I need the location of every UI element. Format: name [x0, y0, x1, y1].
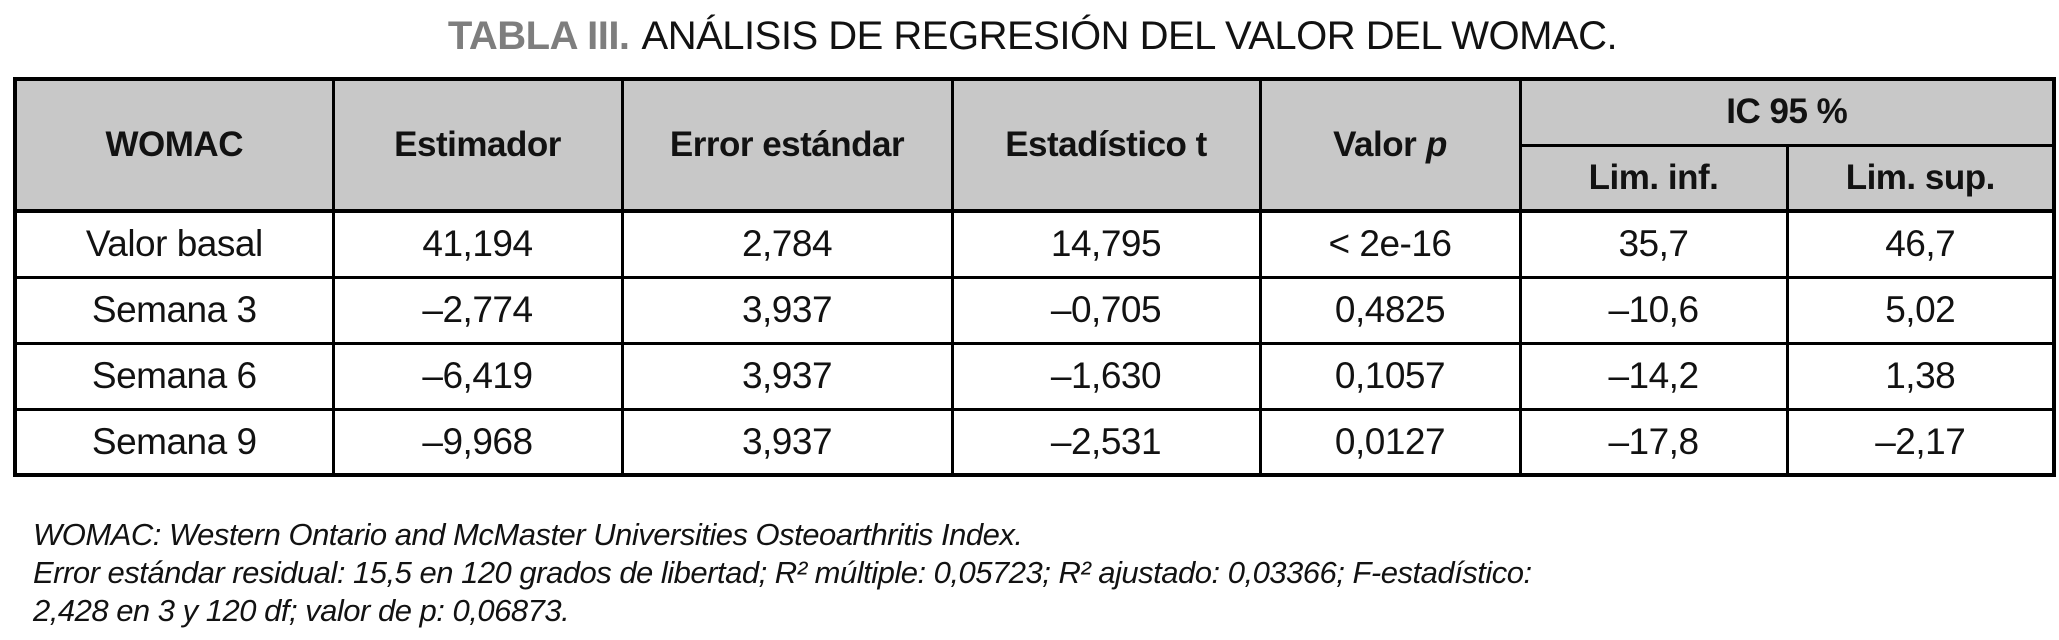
cell-error-estandar: 3,937 — [620, 341, 954, 411]
table-title-text: ANÁLISIS DE REGRESIÓN DEL VALOR DEL WOMA… — [641, 14, 1618, 58]
cell-valor-p: 0,4825 — [1258, 275, 1522, 345]
cell-valor-p: 0,0127 — [1258, 407, 1522, 477]
table-header: WOMAC Estimador Error estándar Estadísti… — [13, 77, 2056, 213]
footnotes: WOMAC: Western Ontario and McMaster Univ… — [33, 516, 2033, 630]
table-title: TABLA III. ANÁLISIS DE REGRESIÓN DEL VALO… — [13, 12, 2052, 60]
table-header-row-2: Lim. inf. Lim. sup. — [15, 143, 2056, 213]
cell-error-estandar: 2,784 — [620, 209, 954, 279]
header-valor-p-symbol: p — [1426, 125, 1447, 164]
table-row-semana-3: Semana 3 –2,774 3,937 –0,705 0,4825 –10,… — [13, 275, 2056, 345]
cell-estadistico-t: –0,705 — [950, 275, 1262, 345]
cell-estadistico-t: 14,795 — [950, 209, 1262, 279]
cell-row-label: Semana 3 — [13, 275, 335, 345]
cell-error-estandar: 3,937 — [620, 275, 954, 345]
cell-estimador: –6,419 — [331, 341, 624, 411]
cell-lim-inf: –10,6 — [1518, 275, 1789, 345]
footnote-line: Error estándar residual: 15,5 en 120 gra… — [33, 555, 1532, 590]
table-body: Valor basal 41,194 2,784 14,795 < 2e-16 … — [13, 209, 2056, 477]
table-title-label: TABLA III. — [447, 14, 630, 58]
cell-error-estandar: 3,937 — [620, 407, 954, 477]
header-estimador: Estimador — [331, 77, 624, 213]
cell-row-label: Semana 6 — [13, 341, 335, 411]
regression-table: WOMAC Estimador Error estándar Estadísti… — [13, 77, 2056, 477]
table-header-row-1: WOMAC Estimador Error estándar Estadísti… — [13, 77, 2056, 213]
header-ic-95: IC 95 % — [1518, 77, 2056, 147]
footnote-line: WOMAC: Western Ontario and McMaster Univ… — [33, 517, 1023, 552]
cell-lim-sup: 1,38 — [1785, 341, 2056, 411]
cell-valor-p: 0,1057 — [1258, 341, 1522, 411]
header-womac: WOMAC — [13, 77, 335, 213]
cell-estimador: –2,774 — [331, 275, 624, 345]
footnote-line: 2,428 en 3 y 120 df; valor de p: 0,06873… — [33, 593, 570, 628]
header-lim-inf: Lim. inf. — [1518, 143, 1789, 213]
cell-row-label: Valor basal — [13, 209, 335, 279]
table-row-semana-9: Semana 9 –9,968 3,937 –2,531 0,0127 –17,… — [13, 407, 2056, 477]
header-lim-sup: Lim. sup. — [1785, 143, 2056, 213]
cell-lim-sup: –2,17 — [1785, 407, 2056, 477]
cell-valor-p: < 2e-16 — [1258, 209, 1522, 279]
cell-lim-sup: 5,02 — [1785, 275, 2056, 345]
header-estadistico-t: Estadístico t — [950, 77, 1262, 213]
cell-row-label: Semana 9 — [13, 407, 335, 477]
table-row-semana-6: Semana 6 –6,419 3,937 –1,630 0,1057 –14,… — [13, 341, 2056, 411]
cell-estimador: 41,194 — [331, 209, 624, 279]
cell-estadistico-t: –1,630 — [950, 341, 1262, 411]
cell-estimador: –9,968 — [331, 407, 624, 477]
cell-lim-inf: –14,2 — [1518, 341, 1789, 411]
cell-lim-inf: –17,8 — [1518, 407, 1789, 477]
header-valor-p: Valor p — [1258, 77, 1522, 213]
header-error-estandar: Error estándar — [620, 77, 954, 213]
cell-estadistico-t: –2,531 — [950, 407, 1262, 477]
table-row-valor-basal: Valor basal 41,194 2,784 14,795 < 2e-16 … — [13, 209, 2056, 279]
cell-lim-inf: 35,7 — [1518, 209, 1789, 279]
cell-lim-sup: 46,7 — [1785, 209, 2056, 279]
header-valor-p-prefix: Valor — [1333, 125, 1417, 164]
